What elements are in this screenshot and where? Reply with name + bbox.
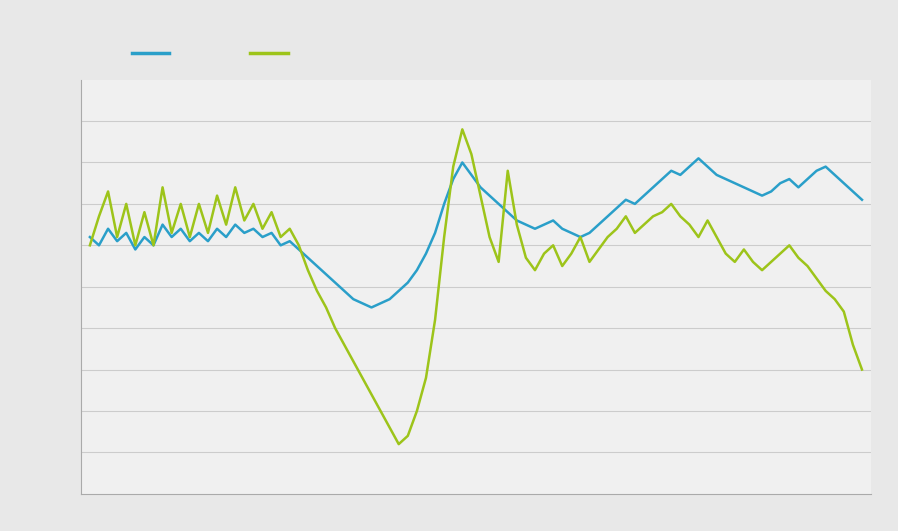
Legend: , : , <box>127 42 299 65</box>
